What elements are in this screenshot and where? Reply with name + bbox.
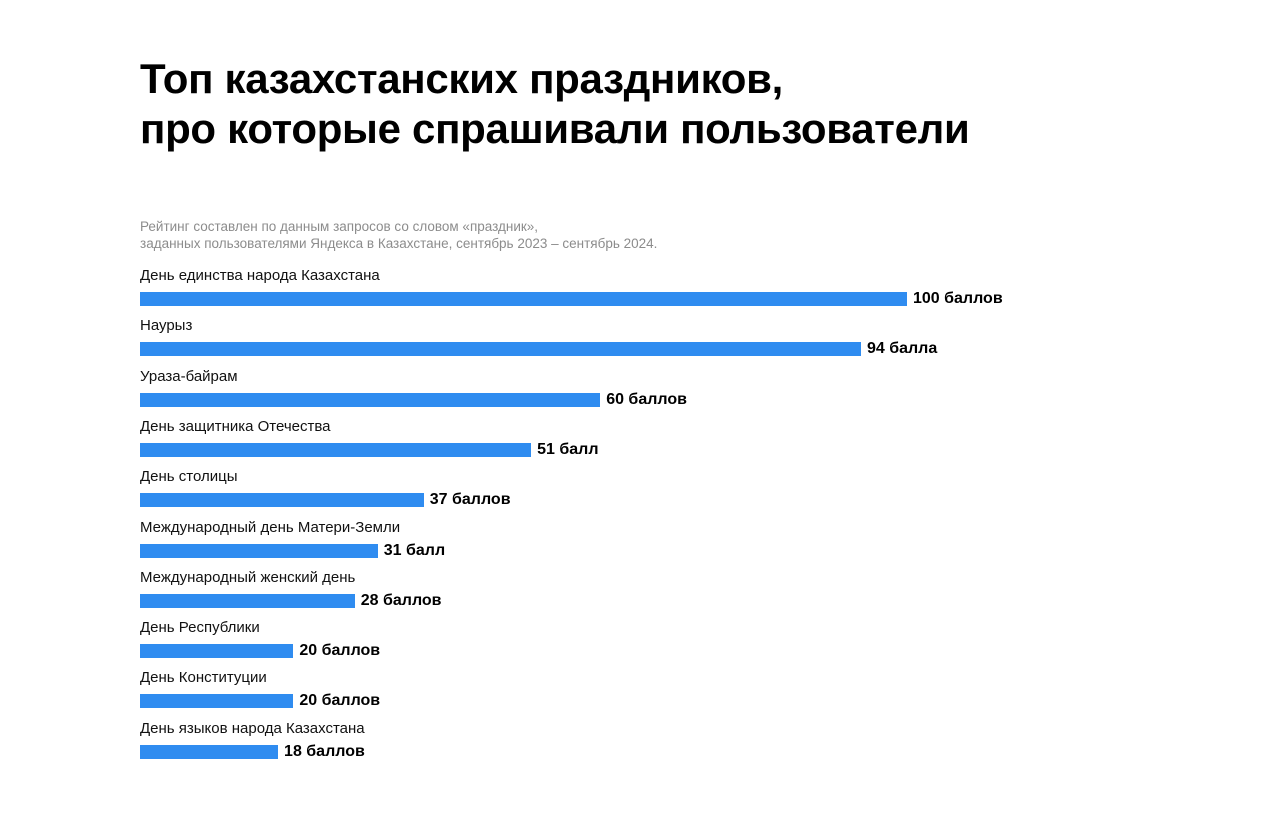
bar [140, 292, 907, 306]
chart-subtitle-line-1: Рейтинг составлен по данным запросов со … [140, 219, 539, 234]
category-label: День столицы [140, 468, 238, 486]
category-label: День Республики [140, 619, 260, 637]
category-label: День Конституции [140, 669, 267, 687]
chart-title-line-2: про которые спрашивали пользователи [140, 105, 970, 152]
value-label: 100 баллов [913, 290, 1003, 307]
bar [140, 442, 532, 457]
value-label: 18 баллов [284, 742, 365, 760]
bar [140, 342, 861, 357]
bar [140, 644, 294, 659]
category-label: День единства народа Казахстана [140, 267, 380, 284]
bar [140, 593, 355, 608]
chart-subtitle: Рейтинг составлен по данным запросов со … [140, 218, 657, 252]
category-label: День языков народа Казахстана [140, 719, 365, 737]
value-label: 20 баллов [299, 642, 381, 660]
chart-title-line-1: Топ казахстанских праздников, [140, 55, 783, 102]
bar [140, 744, 279, 759]
value-label: 20 баллов [299, 692, 381, 710]
bar [140, 493, 424, 508]
bar [140, 694, 294, 709]
category-label: Ураза-байрам [140, 367, 238, 385]
category-label: Международный день Матери-Земли [140, 518, 401, 536]
category-label: День защитника Отечества [140, 417, 331, 435]
bar [140, 543, 378, 558]
category-label: Международный женский день [140, 568, 356, 586]
bar [140, 392, 601, 407]
value-label: 94 балла [866, 340, 938, 358]
chart-subtitle-line-2: заданных пользователями Яндекса в Казахс… [140, 236, 658, 251]
value-label: 37 баллов [429, 491, 511, 509]
value-label: 28 баллов [360, 591, 442, 609]
chart-title: Топ казахстанских праздников, про которы… [140, 54, 970, 154]
category-label: Наурыз [140, 317, 193, 335]
value-label: 60 баллов [606, 390, 687, 408]
value-label: 51 балл [537, 440, 599, 458]
value-label: 31 балл [383, 541, 446, 559]
